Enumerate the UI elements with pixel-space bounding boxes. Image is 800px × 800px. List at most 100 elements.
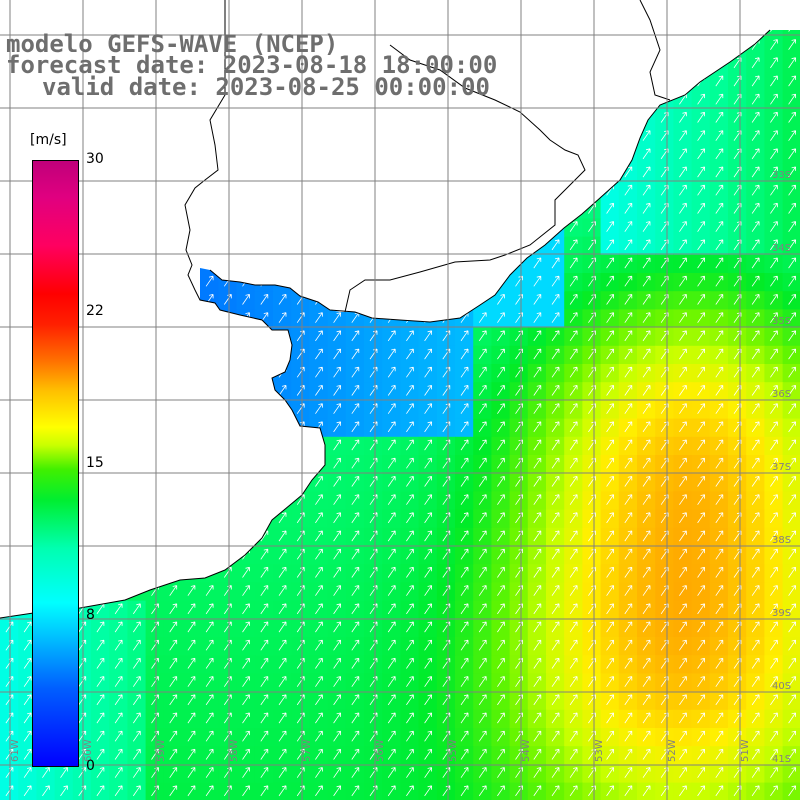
wind-arrow xyxy=(424,494,432,505)
wind-cell xyxy=(600,200,620,219)
wind-cell xyxy=(637,418,656,438)
wind-arrow xyxy=(132,603,141,615)
wind-arrow xyxy=(260,712,269,724)
wind-cell xyxy=(746,91,765,110)
wind-cell xyxy=(309,491,329,511)
wind-cell xyxy=(436,400,456,420)
wind-cell xyxy=(364,491,383,511)
wind-arrow xyxy=(533,785,542,797)
wind-cell xyxy=(728,345,747,365)
wind-cell xyxy=(436,564,456,583)
wind-cell xyxy=(618,618,638,638)
wind-cell xyxy=(764,746,784,765)
wind-arrow xyxy=(387,530,396,542)
wind-arrow xyxy=(205,621,214,633)
wind-cell xyxy=(527,691,547,711)
wind-arrow xyxy=(478,657,487,669)
wind-arrow xyxy=(624,603,633,615)
wind-arrow xyxy=(187,603,196,615)
wind-cell xyxy=(182,709,201,729)
wind-cell xyxy=(109,618,128,638)
wind-arrow xyxy=(642,548,651,560)
wind-cell xyxy=(600,764,620,784)
wind-cell xyxy=(709,618,729,638)
wind-arrow xyxy=(96,712,105,724)
wind-arrow xyxy=(606,348,614,360)
wind-cell xyxy=(455,764,474,784)
wind-cell xyxy=(327,400,347,420)
wind-arrow xyxy=(260,694,269,706)
wind-cell xyxy=(18,764,37,784)
wind-cell xyxy=(673,673,693,693)
wind-arrow xyxy=(478,730,487,742)
wind-cell xyxy=(728,455,747,474)
wind-cell xyxy=(764,91,784,110)
wind-cell xyxy=(91,709,110,729)
wind-arrow xyxy=(697,421,705,433)
wind-arrow xyxy=(715,476,724,487)
wind-arrow xyxy=(205,585,214,596)
wind-cell xyxy=(273,291,292,310)
wind-arrow xyxy=(497,748,505,760)
wind-cell xyxy=(327,691,347,711)
wind-cell xyxy=(691,364,711,383)
wind-cell xyxy=(618,273,638,292)
wind-arrow xyxy=(278,748,287,760)
wind-arrow xyxy=(387,330,396,342)
wind-arrow xyxy=(697,639,705,651)
wind-cell xyxy=(746,218,765,238)
wind-cell xyxy=(382,382,401,401)
wind-cell xyxy=(254,618,274,638)
wind-cell xyxy=(400,691,420,711)
wind-arrow xyxy=(551,730,560,742)
wind-cell xyxy=(691,764,711,784)
wind-arrow xyxy=(770,476,778,487)
wind-arrow xyxy=(278,312,287,323)
wind-cell xyxy=(455,582,474,602)
wind-arrow xyxy=(315,676,323,687)
wind-cell xyxy=(491,291,511,310)
wind-cell xyxy=(582,436,602,456)
wind-cell xyxy=(509,418,529,438)
wind-cell xyxy=(655,691,674,711)
wind-cell xyxy=(673,273,693,292)
wind-arrow xyxy=(697,530,705,542)
wind-cell xyxy=(327,673,347,693)
wind-cell xyxy=(436,582,456,602)
wind-arrow xyxy=(406,585,414,596)
wind-arrow xyxy=(478,566,487,578)
wind-cell xyxy=(491,509,511,529)
wind-cell xyxy=(509,273,529,292)
wind-cell xyxy=(163,728,183,747)
wind-cell xyxy=(364,691,383,711)
wind-cell xyxy=(764,673,784,693)
wind-cell xyxy=(364,527,383,547)
wind-cell xyxy=(509,655,529,674)
wind-cell xyxy=(291,655,310,674)
border-path xyxy=(639,0,671,101)
wind-cell xyxy=(728,163,747,183)
wind-cell xyxy=(254,546,274,565)
wind-arrow xyxy=(315,621,323,633)
wind-cell xyxy=(400,582,420,602)
wind-arrow xyxy=(551,275,560,287)
wind-arrow xyxy=(406,366,414,378)
wind-cell xyxy=(637,455,656,474)
wind-arrow xyxy=(697,694,705,706)
wind-cell xyxy=(764,309,784,329)
wind-cell xyxy=(491,637,511,656)
wind-arrow xyxy=(533,712,542,724)
wind-arrow xyxy=(679,603,687,615)
wind-cell xyxy=(728,364,747,383)
wind-arrow xyxy=(478,676,487,687)
wind-arrow xyxy=(751,57,760,69)
wind-arrow xyxy=(169,730,178,742)
wind-cell xyxy=(309,728,329,747)
wind-arrow xyxy=(697,439,705,451)
wind-arrow xyxy=(751,130,760,141)
wind-arrow xyxy=(478,366,487,378)
wind-arrow xyxy=(424,639,432,651)
wind-cell xyxy=(673,163,693,183)
wind-arrow xyxy=(751,767,760,778)
wind-arrow xyxy=(315,348,323,360)
